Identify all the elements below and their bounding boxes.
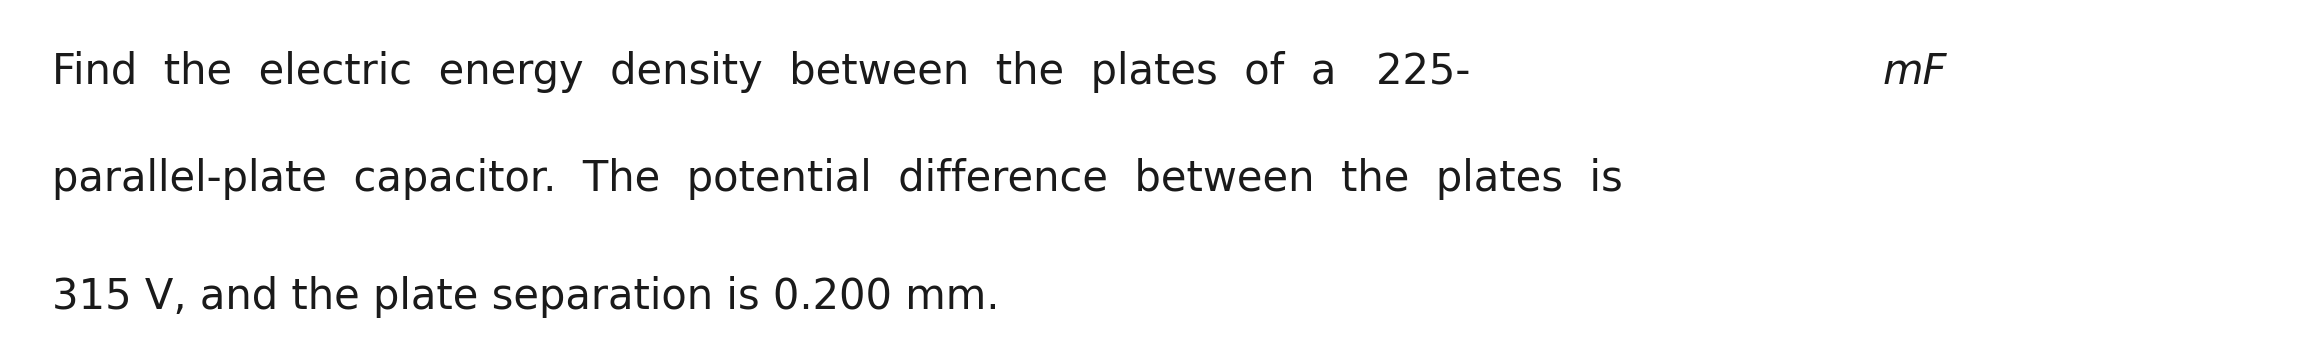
Text: mF: mF [1882,50,1947,93]
Text: 315 V, and the plate separation is 0.200 mm.: 315 V, and the plate separation is 0.200… [51,276,999,318]
Text: parallel-plate  capacitor.  The  potential  difference  between  the  plates  is: parallel-plate capacitor. The potential … [51,158,1623,200]
Text: Find  the  electric  energy  density  between  the  plates  of  a   225-: Find the electric energy density between… [51,50,1470,93]
